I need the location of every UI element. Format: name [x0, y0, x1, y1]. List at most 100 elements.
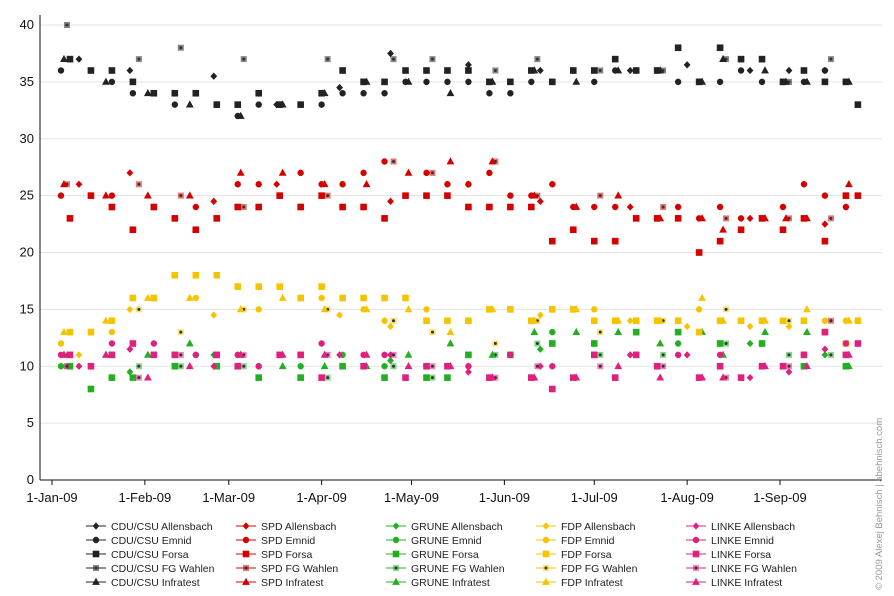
legend-swatch-marker	[92, 522, 100, 530]
point-cdu-csu-infratest	[278, 100, 287, 108]
legend-entry: FDP Emnid	[536, 535, 615, 547]
point-grune-fg-wahlen	[324, 374, 331, 381]
point-linke-forsa	[590, 351, 598, 359]
point-linke-allensbach	[336, 351, 344, 359]
x-tick-label: 1-Jun-09	[479, 490, 530, 505]
point-spd-infratest	[803, 214, 811, 222]
point-spd-emnid	[549, 181, 556, 188]
point-linke-infratest	[803, 362, 811, 370]
point-spd-allensbach	[210, 197, 218, 205]
point-fdp-infratest	[362, 305, 371, 313]
point-cdu-csu-allensbach	[126, 66, 134, 75]
point-spd-infratest	[572, 202, 581, 210]
point-spd-forsa	[854, 192, 862, 199]
point-grune-infratest	[278, 362, 287, 370]
point-cdu-csu-infratest	[185, 100, 194, 108]
y-tick-label: 5	[27, 415, 34, 430]
legend-swatch-marker	[542, 577, 550, 585]
legend-entry: LINKE Infratest	[686, 577, 782, 589]
point-cdu-csu-fg-wahlen-dot	[430, 57, 434, 61]
point-grune-forsa	[674, 328, 682, 336]
legend-entry: CDU/CSU Allensbach	[86, 521, 213, 533]
point-cdu-csu-allensbach	[785, 66, 793, 75]
point-fdp-forsa	[171, 271, 179, 279]
point-linke-forsa	[854, 340, 862, 347]
point-spd-fg-wahlen-dot	[661, 205, 665, 209]
point-cdu-csu-fg-wahlen-dot	[535, 57, 539, 61]
point-fdp-emnid	[192, 294, 200, 302]
point-spd-infratest	[656, 214, 665, 222]
point-linke-infratest	[844, 350, 853, 358]
point-spd-allensbach	[387, 197, 394, 205]
point-fdp-infratest	[530, 316, 539, 324]
legend-entry: SPD Emnid	[236, 535, 315, 547]
legend-swatch-marker-dot	[244, 566, 248, 570]
legend-swatch-marker	[243, 565, 249, 571]
point-cdu-csu-emnid	[57, 67, 65, 74]
point-fdp-allensbach	[336, 311, 344, 319]
point-linke-forsa	[611, 374, 619, 381]
legend-swatch-marker-dot	[544, 566, 548, 570]
point-cdu-csu-allensbach	[683, 61, 691, 69]
point-fdp-forsa	[507, 306, 514, 313]
point-cdu-csu-fg-wahlen	[534, 56, 541, 63]
point-cdu-csu-forsa	[632, 67, 640, 74]
point-spd-allensbach	[126, 169, 134, 177]
point-cdu-csu-emnid	[381, 90, 388, 97]
point-grune-forsa	[339, 362, 346, 370]
point-spd-allensbach	[75, 180, 83, 188]
point-spd-forsa	[590, 237, 598, 245]
point-spd-infratest	[278, 168, 287, 176]
point-cdu-csu-forsa	[402, 67, 409, 74]
point-spd-infratest	[102, 191, 110, 199]
point-grune-infratest	[185, 339, 194, 347]
point-spd-allensbach	[273, 180, 281, 188]
point-grune-fg-wahlen	[827, 351, 834, 358]
legend-entry: FDP Infratest	[536, 577, 623, 589]
point-fdp-infratest	[719, 316, 727, 324]
point-spd-fg-wahlen	[827, 215, 834, 222]
point-cdu-csu-forsa	[213, 101, 221, 108]
point-fdp-allensbach	[536, 311, 544, 319]
point-spd-forsa	[234, 203, 242, 211]
y-tick-label: 30	[20, 131, 34, 146]
point-cdu-csu-forsa	[549, 78, 556, 86]
point-linke-forsa	[297, 351, 304, 359]
point-linke-emnid	[108, 340, 116, 347]
point-cdu-csu-emnid	[737, 67, 745, 74]
point-linke-allensbach	[746, 373, 754, 382]
point-spd-forsa	[779, 226, 787, 234]
point-linke-infratest	[404, 362, 413, 370]
point-fdp-forsa	[854, 317, 862, 325]
point-cdu-csu-fg-wahlen-dot	[179, 46, 183, 50]
point-spd-forsa	[108, 203, 116, 211]
point-linke-forsa	[171, 351, 179, 359]
point-spd-emnid	[444, 181, 451, 188]
point-spd-emnid	[821, 192, 829, 199]
point-cdu-csu-emnid	[716, 78, 724, 86]
point-spd-infratest	[614, 191, 623, 199]
point-spd-emnid	[465, 181, 472, 188]
point-fdp-emnid	[423, 306, 430, 313]
legend-swatch-marker-dot	[94, 566, 98, 570]
point-spd-infratest	[530, 191, 539, 199]
point-spd-forsa	[465, 203, 472, 211]
point-spd-allensbach	[626, 203, 634, 211]
point-cdu-csu-emnid	[423, 78, 430, 86]
point-spd-fg-wahlen	[177, 192, 184, 199]
point-grune-forsa	[255, 374, 263, 381]
point-linke-forsa	[737, 374, 745, 381]
point-spd-fg-wahlen	[390, 158, 397, 165]
point-spd-forsa	[66, 215, 74, 222]
point-fdp-fg-wahlen-dot	[787, 319, 791, 323]
point-fdp-infratest	[656, 316, 665, 324]
legend-swatch-marker	[543, 565, 549, 571]
point-linke-allensbach	[210, 362, 218, 370]
legend-swatch-marker	[392, 536, 400, 544]
point-linke-allensbach	[465, 368, 472, 376]
point-spd-allensbach	[821, 220, 829, 228]
point-grune-allensbach	[126, 368, 134, 376]
point-linke-emnid	[192, 351, 200, 359]
point-cdu-csu-infratest	[698, 77, 707, 85]
point-grune-forsa	[381, 374, 388, 381]
